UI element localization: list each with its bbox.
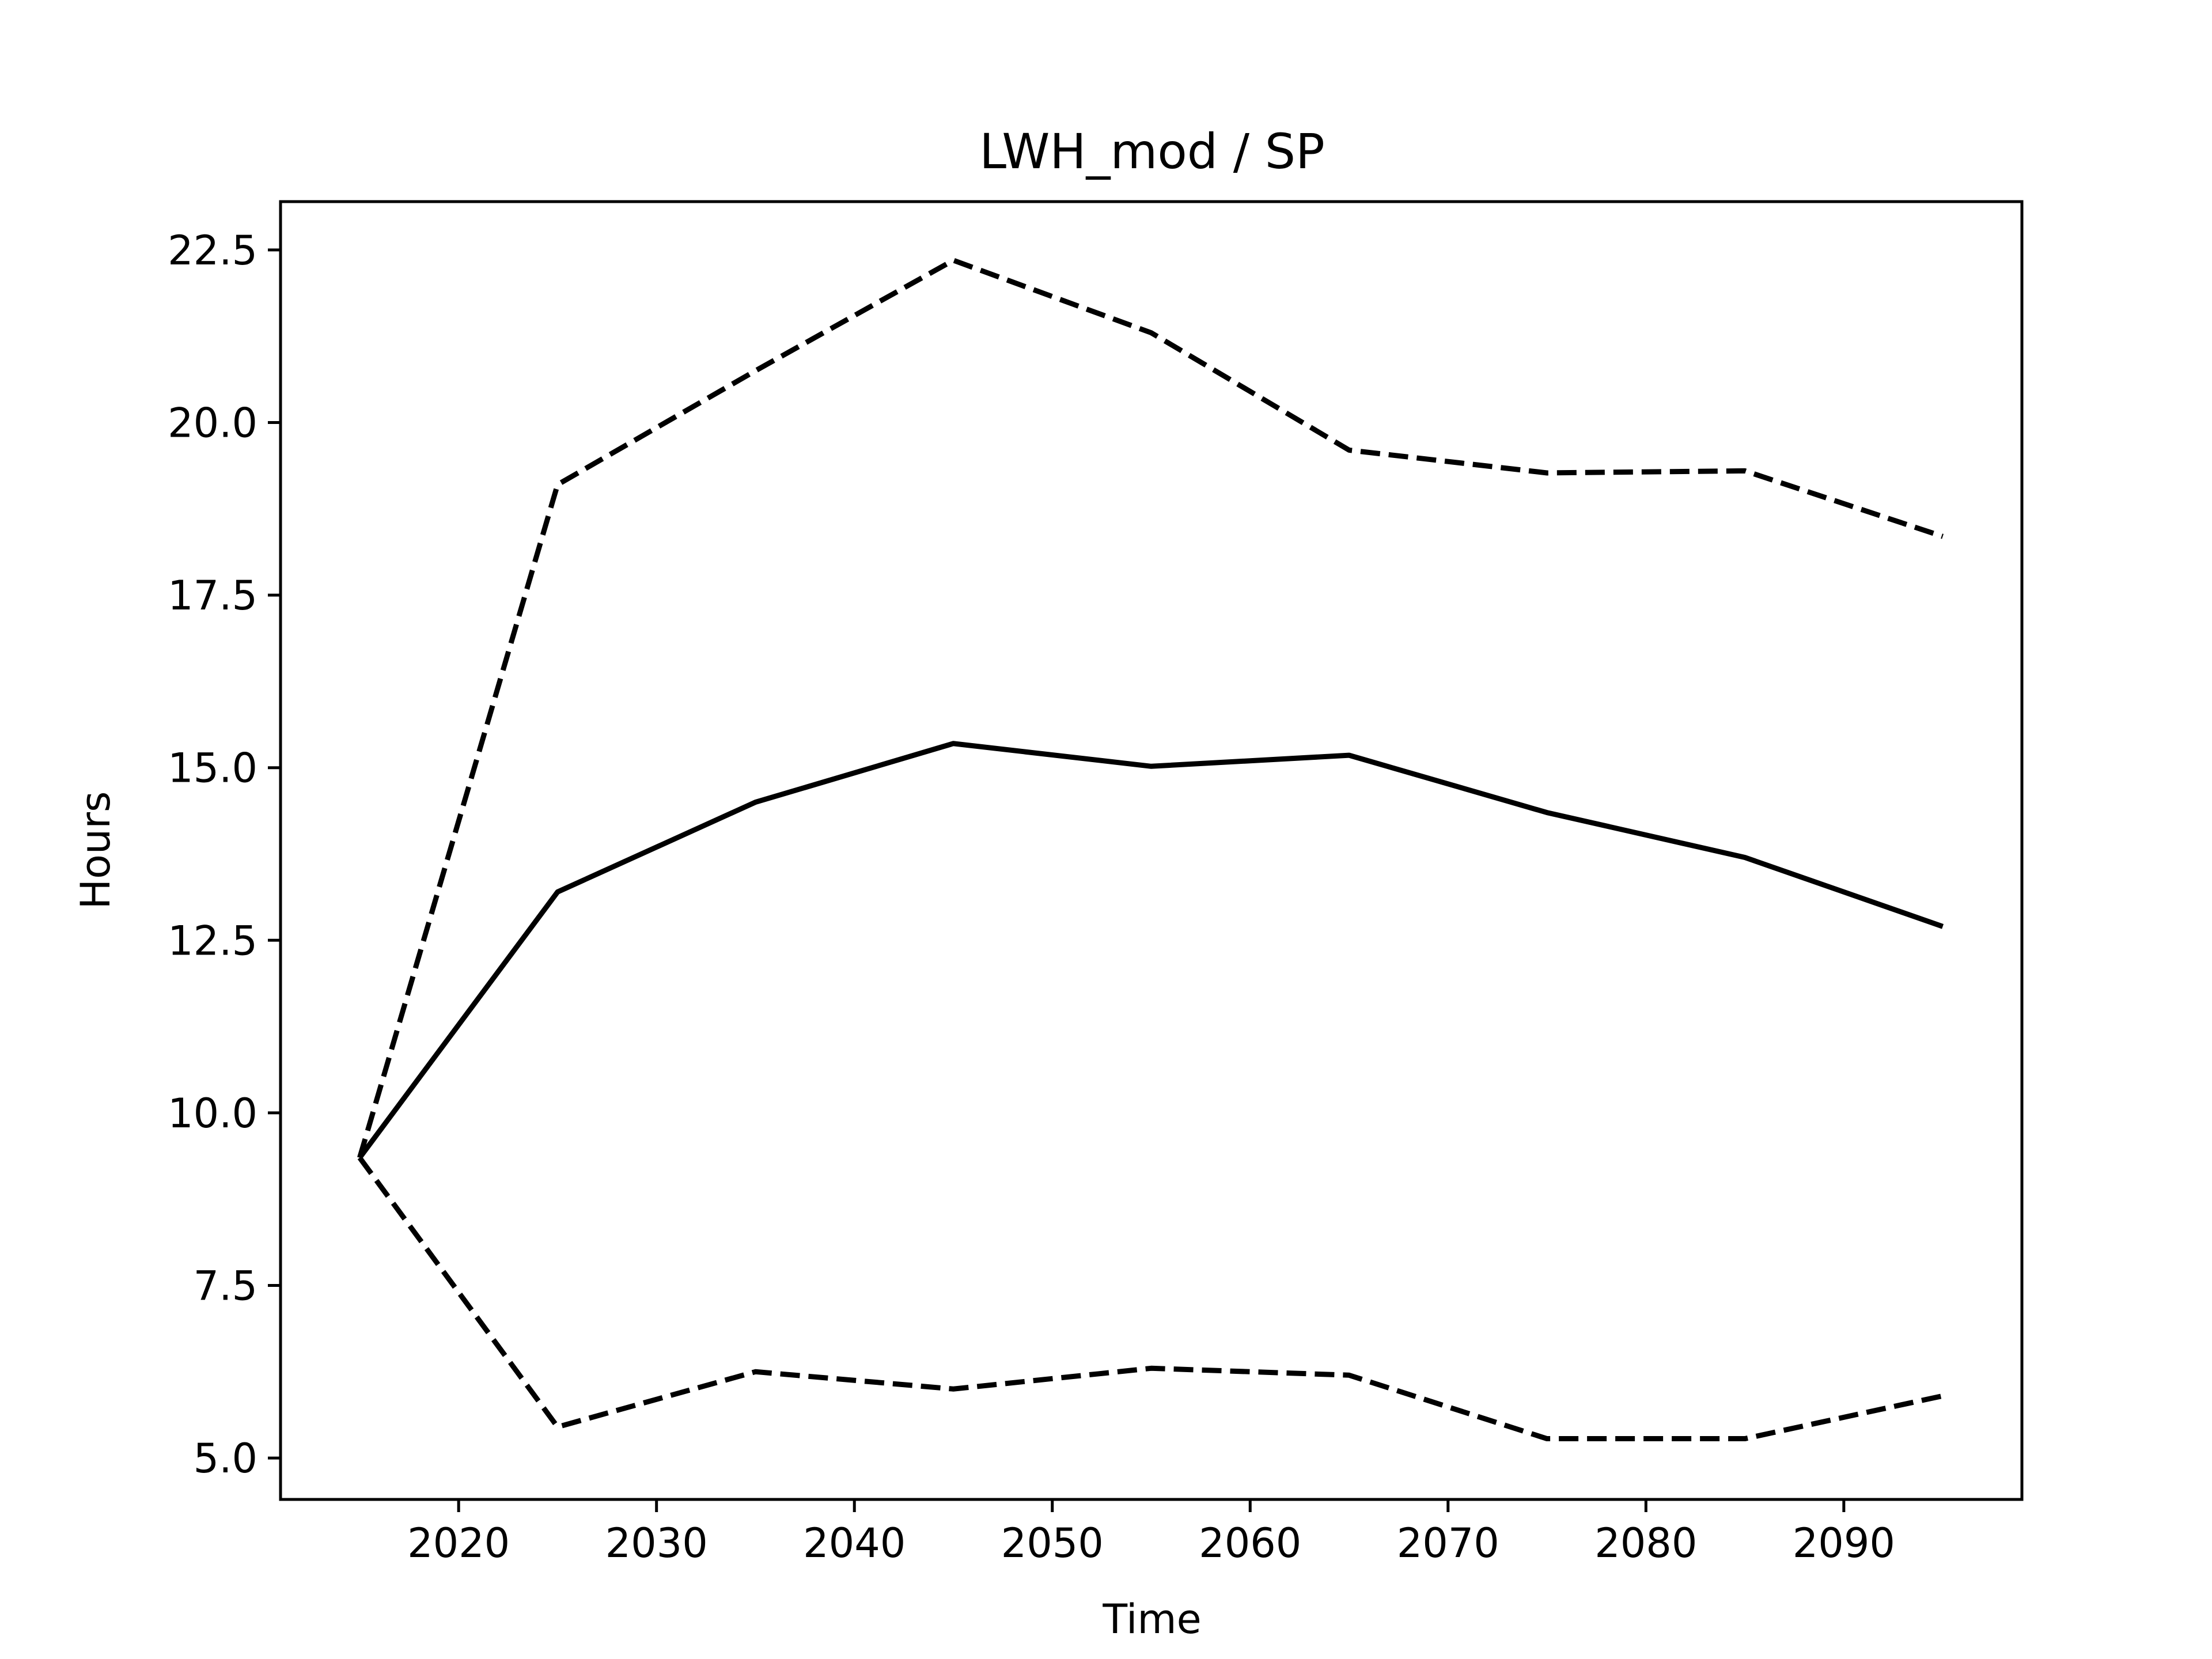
y-tick-label: 20.0 <box>168 399 257 446</box>
series-layer <box>357 257 1944 1442</box>
x-tick-label: 2080 <box>1594 1520 1697 1567</box>
upper-bound-dashed-line <box>357 257 1944 1159</box>
y-tick-label: 17.5 <box>168 572 257 619</box>
y-tick-label: 10.0 <box>168 1090 257 1137</box>
x-tick-label: 2030 <box>605 1520 708 1567</box>
x-axis-label: Time <box>1102 1596 1201 1643</box>
x-tick-label: 2020 <box>407 1520 510 1567</box>
x-tick-label: 2050 <box>1001 1520 1104 1567</box>
y-tick-label: 7.5 <box>194 1262 257 1309</box>
x-tick-label: 2060 <box>1199 1520 1301 1567</box>
x-tick-label: 2070 <box>1397 1520 1499 1567</box>
y-axis-label: Hours <box>72 791 119 909</box>
median-solid-line <box>357 741 1944 1160</box>
y-tick-label: 12.5 <box>168 917 257 964</box>
lower-bound-dashed-line <box>357 1156 1944 1442</box>
chart-title: LWH_mod / SP <box>979 123 1325 180</box>
y-axis-ticks: 5.0 7.5 10.0 12.5 15.0 17.5 20.0 22.5 <box>168 227 281 1482</box>
x-axis-ticks: 2020 2030 2040 2050 2060 2070 2080 2090 <box>407 1499 1895 1567</box>
plot-frame <box>279 200 2024 1501</box>
y-tick-label: 15.0 <box>168 745 257 792</box>
x-tick-label: 2090 <box>1793 1520 1895 1567</box>
x-tick-label: 2040 <box>803 1520 906 1567</box>
y-tick-label: 22.5 <box>168 227 257 274</box>
y-tick-label: 5.0 <box>194 1435 257 1482</box>
